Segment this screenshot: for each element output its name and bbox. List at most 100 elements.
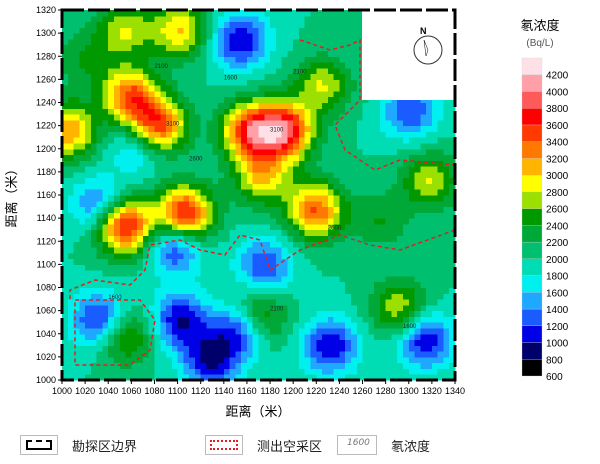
- heatmap-cell: [368, 293, 375, 300]
- heatmap-cell: [119, 102, 127, 109]
- heatmap-cell: [443, 166, 450, 173]
- heatmap-cell: [85, 339, 92, 346]
- heatmap-cell: [206, 275, 213, 283]
- heatmap-cell: [108, 67, 115, 75]
- heatmap-cell: [125, 374, 132, 381]
- heatmap-cell: [62, 67, 69, 75]
- heatmap-cell: [379, 275, 387, 283]
- heatmap-cell: [246, 177, 254, 184]
- heatmap-cell: [385, 223, 392, 231]
- heatmap-cell: [374, 212, 381, 219]
- heatmap-cell: [189, 229, 196, 236]
- heatmap-cell: [171, 108, 179, 115]
- heatmap-cell: [67, 90, 75, 98]
- heatmap-cell: [449, 333, 456, 341]
- heatmap-cell: [79, 166, 86, 173]
- heatmap-cell: [281, 148, 288, 156]
- heatmap-cell: [142, 189, 150, 196]
- heatmap-cell: [414, 166, 421, 173]
- heatmap-cell: [443, 333, 450, 341]
- y-tick-label: 1080: [36, 283, 56, 293]
- heatmap-cell: [281, 15, 288, 23]
- heatmap-cell: [258, 131, 265, 138]
- heatmap-cell: [183, 79, 190, 86]
- heatmap-cell: [119, 229, 127, 236]
- heatmap-cell: [275, 108, 283, 115]
- heatmap-cell: [327, 327, 335, 335]
- heatmap-cell: [194, 327, 202, 335]
- heatmap-cell: [206, 195, 213, 202]
- heatmap-cell: [229, 166, 236, 173]
- heatmap-cell: [67, 356, 75, 364]
- heatmap-cell: [108, 27, 115, 34]
- heatmap-cell: [437, 293, 444, 300]
- heatmap-cell: [293, 281, 300, 288]
- heatmap-cell: [304, 10, 312, 17]
- heatmap-cell: [223, 38, 231, 46]
- heatmap-cell: [379, 362, 387, 369]
- heatmap-cell: [114, 90, 121, 98]
- heatmap-cell: [316, 27, 323, 34]
- heatmap-cell: [177, 195, 184, 202]
- heatmap-cell: [333, 223, 340, 231]
- heatmap-cell: [241, 125, 248, 132]
- heatmap-cell: [206, 189, 213, 196]
- heatmap-cell: [345, 21, 352, 28]
- heatmap-cell: [385, 218, 392, 225]
- heatmap-cell: [316, 160, 323, 167]
- heatmap-cell: [408, 333, 416, 341]
- colorbar-swatch: [521, 342, 543, 360]
- heatmap-cell: [200, 264, 207, 271]
- heatmap-cell: [339, 374, 346, 381]
- heatmap-cell: [73, 148, 80, 156]
- heatmap-cell: [229, 183, 236, 190]
- heatmap-cell: [166, 316, 173, 323]
- heatmap-cell: [350, 206, 358, 213]
- heatmap-cell: [218, 114, 225, 121]
- heatmap-cell: [258, 177, 265, 184]
- heatmap-cell: [293, 322, 300, 329]
- heatmap-cell: [333, 96, 340, 103]
- heatmap-cell: [402, 270, 410, 277]
- heatmap-cell: [339, 304, 346, 312]
- colorbar-tick-label: 3400: [546, 138, 569, 149]
- heatmap-cell: [327, 235, 335, 242]
- heatmap-cell: [420, 368, 427, 375]
- heatmap-cell: [374, 252, 381, 260]
- heatmap-cell: [218, 212, 225, 219]
- heatmap-cell: [223, 356, 231, 364]
- heatmap-cell: [443, 177, 450, 184]
- heatmap-cell: [62, 310, 69, 317]
- heatmap-cell: [356, 218, 364, 225]
- heatmap-cell: [194, 374, 202, 381]
- heatmap-cell: [310, 310, 317, 317]
- heatmap-cell: [310, 212, 317, 219]
- heatmap-cell: [327, 62, 335, 69]
- heatmap-cell: [125, 322, 132, 329]
- heatmap-cell: [183, 339, 190, 346]
- heatmap-cell: [368, 212, 375, 219]
- heatmap-cell: [275, 79, 283, 86]
- heatmap-cell: [142, 235, 150, 242]
- heatmap-cell: [287, 177, 294, 184]
- heatmap-cell: [212, 368, 219, 375]
- heatmap-cell: [246, 258, 254, 265]
- heatmap-cell: [449, 114, 456, 121]
- heatmap-cell: [316, 322, 323, 329]
- heatmap-cell: [287, 247, 294, 254]
- heatmap-cell: [194, 171, 202, 179]
- heatmap-cell: [108, 229, 115, 236]
- heatmap-cell: [426, 195, 433, 202]
- heatmap-cell: [171, 50, 179, 57]
- heatmap-cell: [379, 183, 387, 190]
- heatmap-cell: [293, 333, 300, 341]
- heatmap-cell: [281, 67, 288, 75]
- heatmap-cell: [270, 333, 277, 341]
- heatmap-cell: [108, 189, 115, 196]
- heatmap-cell: [125, 195, 132, 202]
- heatmap-cell: [171, 189, 179, 196]
- heatmap-cell: [102, 33, 109, 40]
- heatmap-cell: [310, 166, 317, 173]
- heatmap-cell: [142, 252, 150, 260]
- heatmap-cell: [281, 27, 288, 34]
